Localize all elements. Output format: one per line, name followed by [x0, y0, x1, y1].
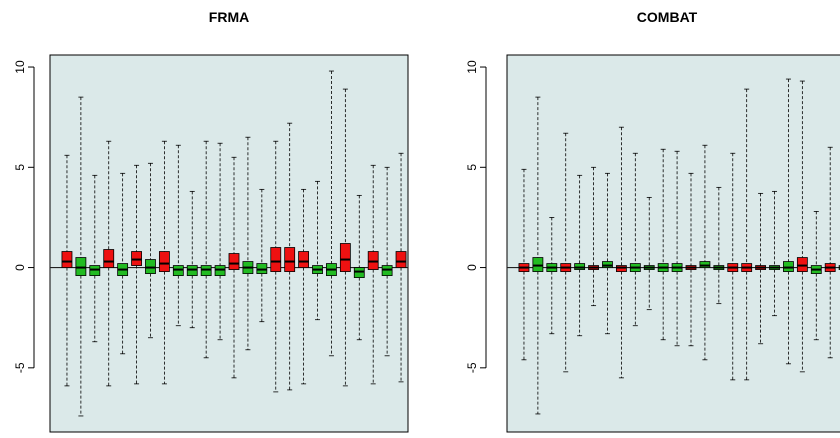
- frma-panel: FRMA -5 0 5 10: [13, 9, 409, 433]
- box-4: [560, 132, 572, 373]
- plot-area: [49, 54, 409, 433]
- y-tick-label: -5: [465, 362, 479, 373]
- box-8: [615, 126, 627, 379]
- box-7: [602, 172, 613, 335]
- box-15: [256, 188, 268, 323]
- box-17: [284, 122, 296, 391]
- combat-panel: COMBAT -5 0 5 10: [465, 9, 840, 433]
- box-body: [284, 247, 296, 272]
- box-14: [699, 144, 711, 361]
- box-12: [214, 142, 226, 341]
- box-body: [367, 251, 379, 270]
- box-6: [131, 164, 142, 385]
- box-3: [89, 174, 101, 343]
- box-body: [339, 243, 351, 272]
- box-8: [158, 140, 170, 385]
- y-tick-label: 5: [13, 164, 27, 171]
- box-23: [367, 164, 379, 385]
- box-1: [518, 168, 530, 361]
- box-17: [741, 88, 753, 381]
- box-19: [769, 190, 780, 317]
- box-10: [186, 190, 198, 329]
- box-19: [312, 180, 323, 321]
- box-body: [381, 265, 393, 276]
- y-tick-label: 10: [13, 60, 27, 74]
- y-tick-label: 10: [465, 60, 479, 74]
- box-5: [574, 174, 586, 337]
- box-20: [326, 70, 337, 357]
- box-18: [755, 192, 767, 345]
- box-body: [796, 257, 808, 272]
- box-22: [810, 211, 822, 341]
- box-body: [602, 261, 613, 268]
- box-24: [381, 166, 393, 357]
- box-body: [353, 267, 365, 278]
- box-2: [75, 96, 87, 417]
- box-body: [172, 265, 184, 276]
- box-22: [353, 194, 365, 341]
- box-3: [546, 217, 558, 335]
- box-body: [75, 257, 87, 276]
- plot-area: [506, 54, 840, 433]
- box-body: [145, 259, 156, 274]
- y-tick-label: 0: [465, 264, 479, 271]
- box-body: [783, 261, 794, 272]
- box-body: [186, 265, 198, 276]
- box-6: [588, 166, 599, 307]
- box-body: [532, 257, 544, 272]
- box-23: [824, 146, 836, 359]
- box-4: [103, 140, 115, 387]
- box-5: [117, 172, 129, 355]
- box-11: [657, 148, 669, 341]
- box-body: [158, 251, 170, 272]
- box-body: [615, 265, 627, 272]
- box-11: [200, 140, 212, 359]
- chart-title: COMBAT: [637, 9, 698, 25]
- box-13: [228, 156, 240, 379]
- y-tick-label: 5: [465, 164, 479, 171]
- box-1: [61, 154, 73, 387]
- box-14: [242, 136, 254, 351]
- box-20: [783, 78, 794, 365]
- box-body: [61, 251, 73, 268]
- box-16: [727, 152, 739, 381]
- box-body: [103, 249, 115, 268]
- y-tick-label: 0: [13, 264, 27, 271]
- box-body: [256, 263, 268, 274]
- box-18: [298, 188, 310, 385]
- box-16: [270, 140, 282, 393]
- box-7: [145, 162, 156, 339]
- box-21: [339, 88, 351, 387]
- box-body: [131, 251, 142, 266]
- box-body: [395, 251, 407, 268]
- box-body: [214, 265, 226, 276]
- box-10: [643, 196, 655, 311]
- box-body: [298, 251, 310, 268]
- box-body: [574, 263, 586, 270]
- box-body: [270, 247, 282, 272]
- box-25: [395, 152, 407, 383]
- box-21: [796, 80, 808, 373]
- box-15: [713, 186, 725, 305]
- box-body: [228, 253, 240, 270]
- box-body: [699, 261, 711, 268]
- box-body: [89, 265, 101, 276]
- y-tick-label: -5: [13, 362, 27, 373]
- box-9: [629, 152, 641, 327]
- box-9: [172, 144, 184, 327]
- chart-title: FRMA: [209, 9, 249, 25]
- box-2: [532, 96, 544, 415]
- box-body: [200, 265, 212, 276]
- box-13: [685, 172, 697, 347]
- box-12: [671, 150, 683, 347]
